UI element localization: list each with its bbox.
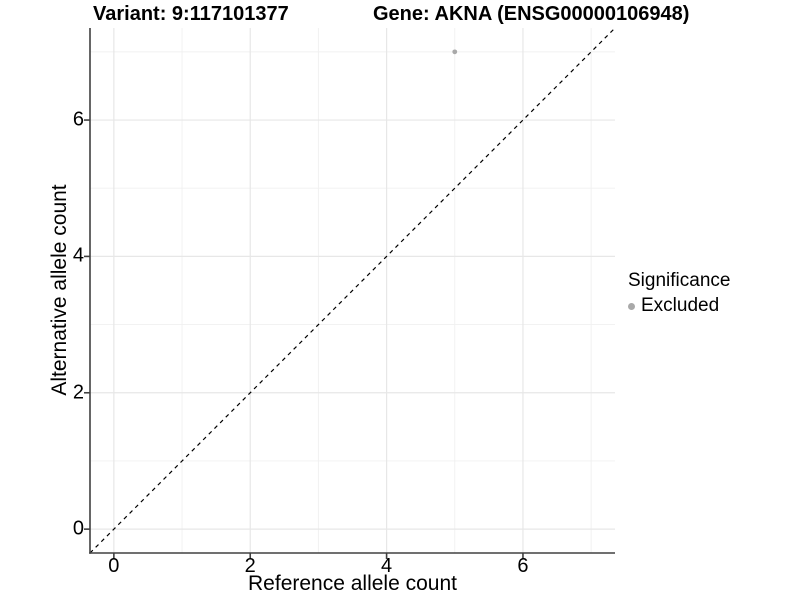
y-tick-label: 0 [72,517,84,540]
legend-item-excluded: Excluded [628,295,730,317]
variant-title: Variant: 9:117101377 [93,3,289,25]
y-tick-label: 2 [72,381,84,404]
y-axis-title: Alternative allele count [48,184,71,396]
x-tick-label: 4 [381,555,393,577]
x-tick-label: 2 [244,555,256,577]
x-tick-label: 6 [517,555,529,577]
y-tick-label: 4 [72,244,84,267]
data-point [452,49,458,55]
legend-item-label: Excluded [641,295,720,316]
x-tick-label: 0 [108,555,120,577]
legend: Significance Excluded [628,270,730,317]
identity-line [89,27,616,554]
x-axis-title: Reference allele count [248,572,457,595]
excluded-point-icon [628,302,635,310]
legend-title: Significance [628,270,731,291]
gene-title: Gene: AKNA (ENSG00000106948) [373,3,690,25]
y-tick-label: 6 [72,108,84,131]
